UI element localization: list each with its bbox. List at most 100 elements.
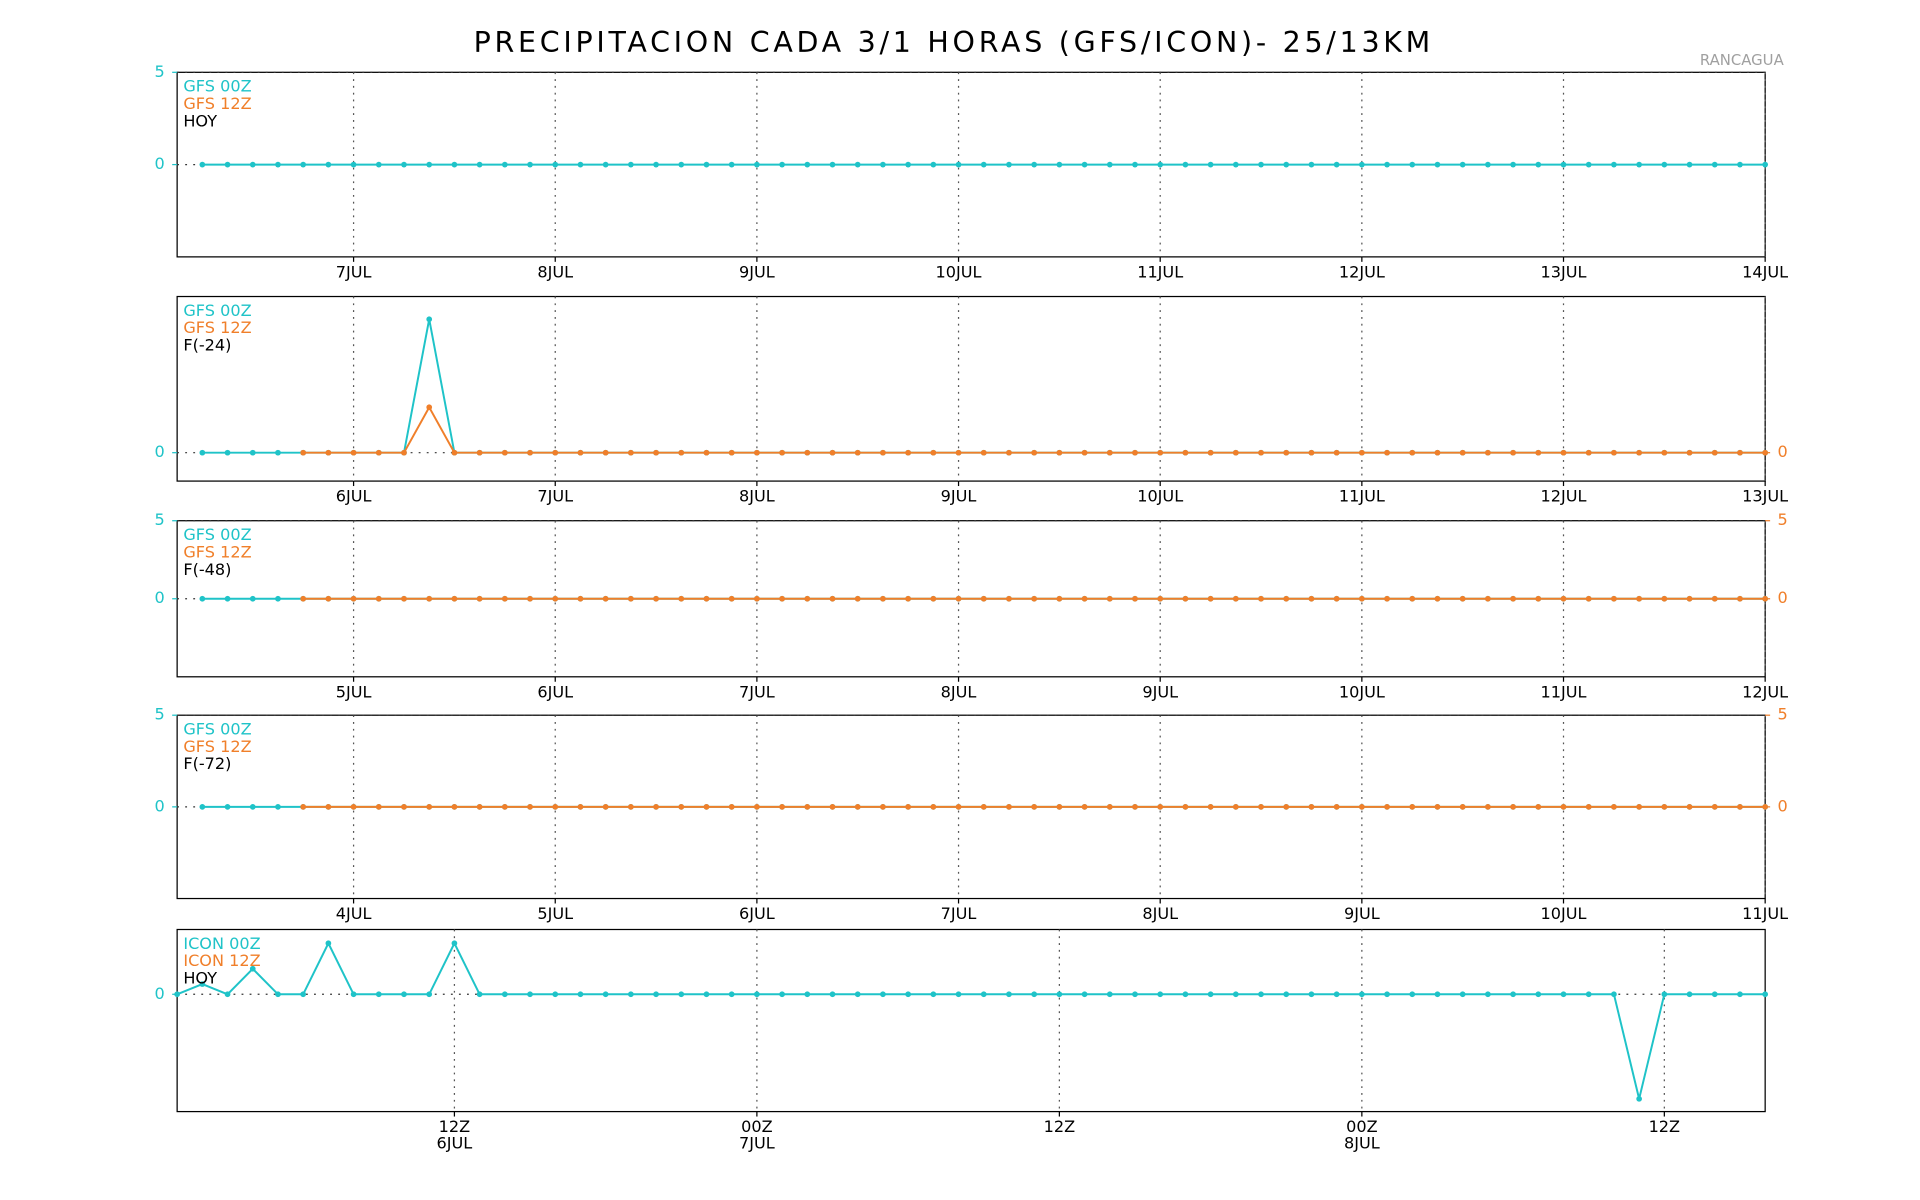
data-point [930, 804, 937, 810]
x-tick-label: 13JUL [1742, 487, 1788, 506]
data-point [1031, 161, 1038, 168]
data-point [401, 991, 407, 998]
data-point [678, 161, 685, 168]
data-point [1132, 595, 1138, 602]
data-point [1359, 991, 1365, 998]
data-point [1207, 991, 1214, 998]
data-point [1182, 161, 1189, 168]
data-point [1510, 991, 1516, 998]
x-tick-label: 11JUL [1742, 904, 1788, 923]
panel-label: F(-48) [183, 560, 231, 579]
data-point [1686, 449, 1693, 456]
data-point [527, 595, 533, 602]
data-point [854, 804, 861, 810]
data-point [1232, 991, 1239, 998]
x-tick-label: 13JUL [1541, 262, 1587, 281]
data-point [1081, 161, 1088, 168]
data-point [426, 161, 433, 168]
data-point [1686, 595, 1693, 602]
data-point [1333, 804, 1340, 810]
data-point [1081, 595, 1088, 602]
data-point [955, 595, 962, 602]
data-point [501, 991, 508, 998]
x-tick-label: 10JUL [936, 262, 982, 281]
data-point [426, 804, 433, 810]
panel-label: HOY [183, 111, 217, 130]
x-tick-label: 10JUL [1137, 487, 1183, 506]
data-point [527, 449, 533, 456]
chart-subtitle: RANCAGUA [1700, 51, 1785, 69]
x-tick-label: 12JUL [1742, 682, 1788, 701]
data-point [249, 161, 256, 168]
data-point [552, 449, 559, 456]
data-point [980, 804, 987, 810]
data-point [754, 804, 760, 810]
data-point [955, 991, 962, 998]
data-point [829, 449, 836, 456]
data-point [451, 804, 458, 810]
data-point [1006, 991, 1012, 998]
data-point [1308, 991, 1315, 998]
data-point [829, 595, 836, 602]
data-point [1661, 595, 1668, 602]
data-point [754, 991, 760, 998]
data-point [325, 161, 332, 168]
data-point [1232, 804, 1239, 810]
data-point [199, 161, 206, 168]
data-point [1333, 449, 1340, 456]
y-tick-label: 0 [154, 154, 164, 173]
x-tick-label: 12Z [439, 1117, 471, 1136]
data-point [703, 991, 710, 998]
data-point [754, 595, 760, 602]
data-point [375, 161, 382, 168]
data-point [401, 595, 407, 602]
data-point [401, 449, 407, 456]
data-point [1762, 161, 1769, 168]
data-point [552, 161, 559, 168]
data-point [1157, 161, 1164, 168]
data-point [1636, 1095, 1642, 1102]
data-point [1711, 991, 1718, 998]
data-point [1585, 449, 1592, 456]
data-point [1106, 991, 1113, 998]
x-tick-label: 9JUL [941, 487, 977, 506]
data-point [728, 595, 735, 602]
data-point [1485, 991, 1491, 998]
data-point [476, 991, 483, 998]
data-point [1056, 161, 1063, 168]
data-point [1737, 161, 1743, 168]
y-tick-label: 5 [154, 62, 164, 81]
data-point [1031, 991, 1038, 998]
data-point [1409, 595, 1416, 602]
data-point [1333, 991, 1340, 998]
data-point [653, 991, 659, 998]
data-point [1661, 804, 1668, 810]
data-point [779, 595, 785, 602]
x-tick-label: 9JUL [739, 262, 775, 281]
x-tick-label: 5JUL [336, 682, 372, 701]
data-point [1459, 804, 1466, 810]
data-point [980, 449, 987, 456]
data-point [1207, 595, 1214, 602]
panel-label: F(-72) [183, 754, 231, 773]
data-point [1711, 804, 1718, 810]
data-point [930, 595, 937, 602]
data-point [1106, 595, 1113, 602]
data-point [1157, 595, 1164, 602]
data-point [375, 991, 382, 998]
data-point [1157, 804, 1164, 810]
x-tick-label: 00Z [741, 1117, 773, 1136]
data-point [1560, 804, 1567, 810]
data-point [199, 981, 206, 987]
data-point [1434, 595, 1441, 602]
legend-entry: GFS 12Z [183, 318, 251, 337]
data-point [829, 161, 836, 168]
x-tick-sublabel: 8JUL [1344, 1133, 1380, 1152]
data-point [703, 161, 710, 168]
y-tick-label: 0 [154, 796, 164, 815]
data-point [1585, 595, 1592, 602]
data-point [1308, 161, 1315, 168]
data-point [1535, 161, 1542, 168]
data-point [300, 595, 307, 602]
legend-entry: ICON 12Z [183, 951, 260, 970]
